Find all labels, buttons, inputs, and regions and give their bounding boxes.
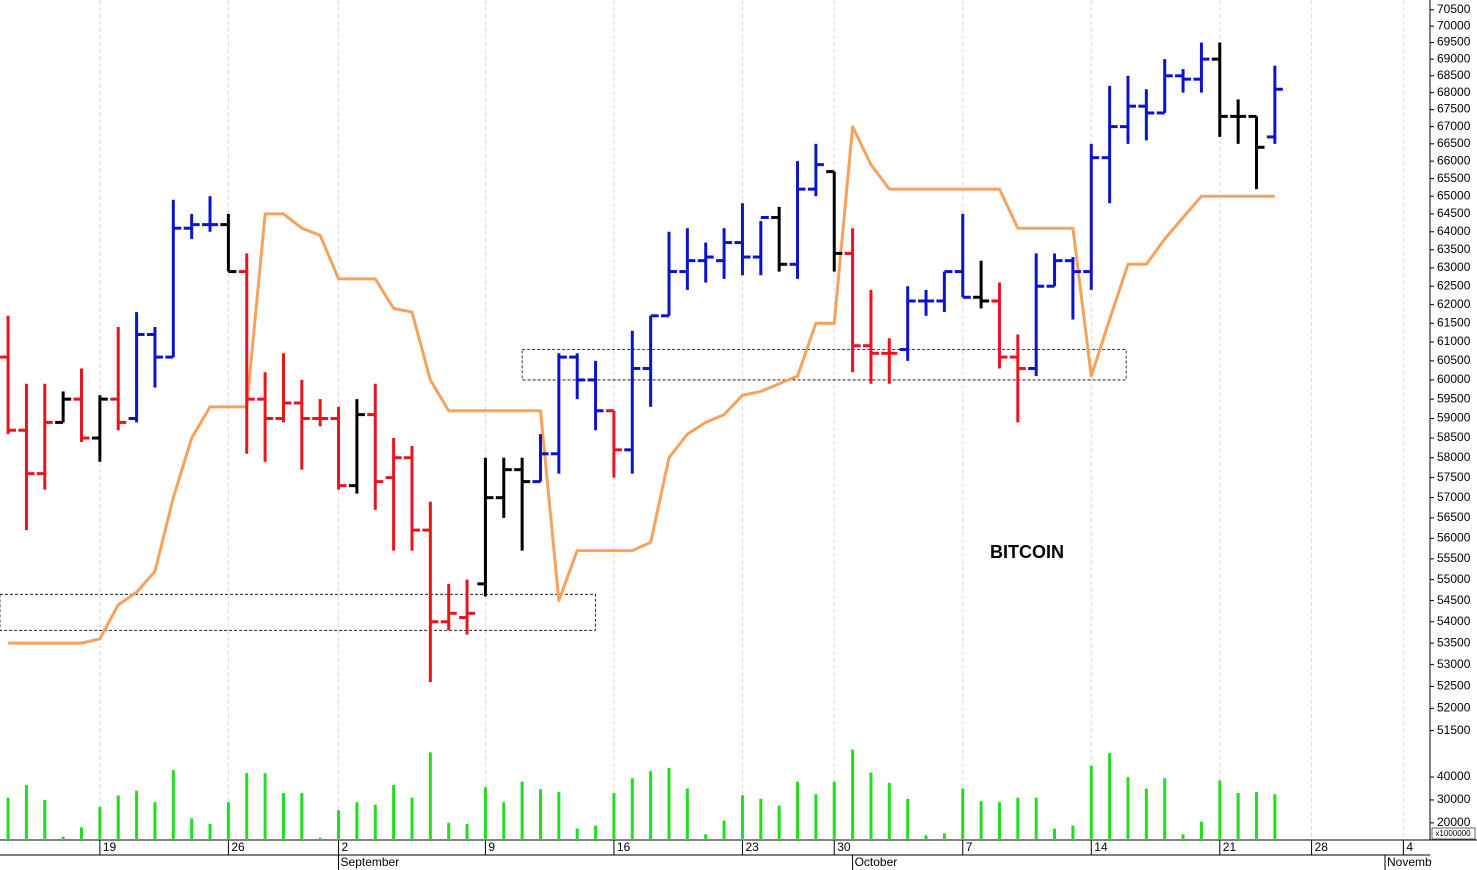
y-tick-label: 56000 bbox=[1437, 530, 1471, 544]
volume-tick-label: 30000 bbox=[1437, 792, 1471, 806]
y-tick-label: 67000 bbox=[1437, 119, 1471, 133]
y-tick-label: 53500 bbox=[1437, 635, 1471, 649]
y-tick-label: 52500 bbox=[1437, 679, 1471, 693]
x-tick-label: 9 bbox=[488, 840, 495, 854]
y-tick-label: 65000 bbox=[1437, 188, 1471, 202]
y-tick-label: 64500 bbox=[1437, 206, 1471, 220]
y-tick-label: 58000 bbox=[1437, 450, 1471, 464]
x-tick-label: 2 bbox=[342, 840, 349, 854]
month-label: Novemb bbox=[1387, 855, 1432, 869]
y-tick-label: 70500 bbox=[1437, 2, 1471, 16]
y-tick-label: 58500 bbox=[1437, 430, 1471, 444]
y-tick-label: 62000 bbox=[1437, 297, 1471, 311]
y-tick-label: 54000 bbox=[1437, 614, 1471, 628]
x-tick-label: 7 bbox=[966, 840, 973, 854]
volume-tick-label: 40000 bbox=[1437, 769, 1471, 783]
y-tick-label: 55500 bbox=[1437, 551, 1471, 565]
y-tick-label: 63000 bbox=[1437, 260, 1471, 274]
y-tick-label: 70000 bbox=[1437, 18, 1471, 32]
y-tick-label: 69000 bbox=[1437, 51, 1471, 65]
y-tick-label: 69500 bbox=[1437, 35, 1471, 49]
y-tick-label: 64000 bbox=[1437, 224, 1471, 238]
x-tick-label: 16 bbox=[617, 840, 631, 854]
y-tick-label: 68000 bbox=[1437, 85, 1471, 99]
x-tick-label: 23 bbox=[745, 840, 759, 854]
y-tick-label: 57000 bbox=[1437, 490, 1471, 504]
y-tick-label: 66500 bbox=[1437, 136, 1471, 150]
y-tick-label: 66000 bbox=[1437, 153, 1471, 167]
y-tick-label: 60500 bbox=[1437, 353, 1471, 367]
x-tick-label: 14 bbox=[1094, 840, 1108, 854]
y-tick-label: 54500 bbox=[1437, 593, 1471, 607]
x-tick-label: 26 bbox=[231, 840, 245, 854]
y-tick-label: 57500 bbox=[1437, 470, 1471, 484]
y-tick-label: 59000 bbox=[1437, 411, 1471, 425]
price-zone bbox=[521, 349, 1127, 381]
chart-title: BITCOIN bbox=[990, 542, 1064, 562]
x-tick-label: 19 bbox=[103, 840, 117, 854]
month-label: September bbox=[341, 855, 400, 869]
y-tick-label: 51500 bbox=[1437, 723, 1471, 737]
y-tick-label: 67500 bbox=[1437, 102, 1471, 116]
volume-unit: x1000000 bbox=[1435, 829, 1471, 838]
indicator-line bbox=[8, 125, 1275, 645]
y-tick-label: 61500 bbox=[1437, 315, 1471, 329]
x-tick-label: 28 bbox=[1315, 840, 1329, 854]
y-tick-label: 59500 bbox=[1437, 391, 1471, 405]
y-tick-label: 55000 bbox=[1437, 572, 1471, 586]
y-tick-label: 62500 bbox=[1437, 278, 1471, 292]
x-tick-label: 30 bbox=[837, 840, 851, 854]
price-zone bbox=[0, 593, 596, 631]
y-tick-label: 65500 bbox=[1437, 171, 1471, 185]
y-tick-label: 63500 bbox=[1437, 242, 1471, 256]
y-tick-label: 52000 bbox=[1437, 701, 1471, 715]
volume-tick-label: 20000 bbox=[1437, 815, 1471, 829]
x-tick-label: 21 bbox=[1223, 840, 1237, 854]
x-tick-label: 4 bbox=[1406, 840, 1413, 854]
y-tick-label: 53000 bbox=[1437, 657, 1471, 671]
y-tick-label: 61000 bbox=[1437, 334, 1471, 348]
y-tick-label: 68500 bbox=[1437, 68, 1471, 82]
y-tick-label: 60000 bbox=[1437, 372, 1471, 386]
month-label: October bbox=[855, 855, 898, 869]
y-tick-label: 56500 bbox=[1437, 510, 1471, 524]
unit-box bbox=[1431, 827, 1476, 840]
